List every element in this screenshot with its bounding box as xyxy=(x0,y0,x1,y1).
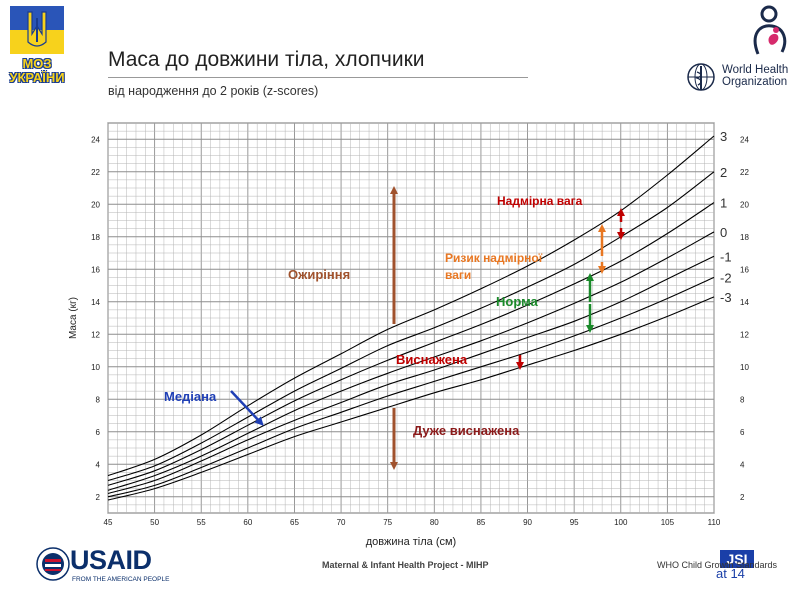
z-score-label: 3 xyxy=(720,129,727,144)
x-tick-label: 65 xyxy=(290,518,299,527)
x-tick-label: 75 xyxy=(383,518,392,527)
y-tick-label-left: 14 xyxy=(91,298,100,307)
z-score-curve--3 xyxy=(107,296,715,501)
x-tick-label: 105 xyxy=(661,518,675,527)
median-label: Медіана xyxy=(164,389,217,404)
svg-text:JSI: JSI xyxy=(726,551,747,567)
moz-logo-text: МОЗ УКРАЇНИ xyxy=(9,56,65,85)
z-score-curve-2 xyxy=(107,171,715,482)
y-tick-label-left: 2 xyxy=(96,493,101,502)
y-tick-label-left: 16 xyxy=(91,265,100,274)
z-score-curve-1 xyxy=(107,202,715,486)
y-tick-label-left: 4 xyxy=(96,460,101,469)
footer-slide-code: at 14 xyxy=(716,566,745,581)
z-score-label: 1 xyxy=(720,196,727,211)
x-tick-label: 95 xyxy=(570,518,579,527)
normal-label: Норма xyxy=(496,294,539,309)
x-tick-label: 60 xyxy=(243,518,252,527)
z-score-curve-3 xyxy=(107,135,715,477)
who-emblem-icon xyxy=(687,63,715,91)
z-score-label: 0 xyxy=(720,225,727,240)
y-tick-label-left: 22 xyxy=(91,168,100,177)
mother-child-icon xyxy=(753,5,787,55)
jsi-logo-icon: JSI xyxy=(720,550,754,568)
usaid-logo-text: USAID xyxy=(70,545,152,575)
risk-label-line-2: ваги xyxy=(445,268,471,282)
z-score-curves: 3 2 1 0 -1 -2 -3 xyxy=(107,129,732,501)
z-score-curve--2 xyxy=(107,276,715,498)
y-tick-label-right: 6 xyxy=(740,428,745,437)
page-subtitle: від народження до 2 років (z-scores) xyxy=(108,84,319,98)
y-tick-label-right: 2 xyxy=(740,493,745,502)
page-title: Маса до довжини тіла, хлопчики xyxy=(108,48,425,71)
y-tick-label-right: 22 xyxy=(740,168,749,177)
x-tick-label: 100 xyxy=(614,518,628,527)
who-logo-text: World Health Organization xyxy=(722,64,788,88)
y-tick-label-left: 10 xyxy=(91,363,100,372)
x-axis-label: довжина тіла (см) xyxy=(366,536,456,548)
y-tick-label-left: 8 xyxy=(96,395,101,404)
y-tick-label-left: 6 xyxy=(96,428,101,437)
y-tick-label-right: 10 xyxy=(740,363,749,372)
y-tick-label-right: 4 xyxy=(740,460,745,469)
y-tick-label-left: 20 xyxy=(91,200,100,209)
y-tick-label-right: 16 xyxy=(740,265,749,274)
y-tick-label-right: 18 xyxy=(740,233,749,242)
z-score-curve-0 xyxy=(107,231,715,491)
y-tick-label-left: 12 xyxy=(91,330,100,339)
y-tick-label-right: 20 xyxy=(740,200,749,209)
x-tick-label: 55 xyxy=(197,518,206,527)
who-line-1: World Health xyxy=(722,64,789,76)
z-score-curve--1 xyxy=(107,255,715,495)
x-tick-label: 45 xyxy=(104,518,113,527)
median-arrow xyxy=(230,390,264,426)
footer-project-name: Maternal & Infant Health Project - MIHP xyxy=(322,560,489,570)
y-axis-label: Маса (кг) xyxy=(68,297,79,339)
x-tick-label: 50 xyxy=(150,518,159,527)
x-tick-label: 90 xyxy=(523,518,532,527)
x-tick-label: 110 xyxy=(708,518,721,527)
y-tick-label-right: 24 xyxy=(740,135,749,144)
footer-standards-text: WHO Child Growth Standards xyxy=(657,560,778,570)
z-score-label: -1 xyxy=(720,249,732,264)
grid-lines xyxy=(107,122,715,514)
x-tick-label: 85 xyxy=(476,518,485,527)
overweight-label: Надмірна вага xyxy=(497,194,583,208)
who-line-2: Organization xyxy=(722,76,788,88)
z-score-label: 2 xyxy=(720,165,727,180)
severely-wasted-label: Дуже виснажена xyxy=(413,423,520,438)
risk-label-line-1: Ризик надмірної xyxy=(445,251,543,265)
y-tick-label-right: 8 xyxy=(740,395,745,404)
x-tick-label: 70 xyxy=(337,518,346,527)
usaid-seal-icon xyxy=(36,547,70,581)
ukraine-flag-emblem xyxy=(10,6,64,54)
title-divider xyxy=(108,77,528,78)
obesity-label: Ожиріння xyxy=(288,267,350,282)
z-score-label: -3 xyxy=(720,290,732,305)
y-tick-label-left: 24 xyxy=(91,135,100,144)
z-score-label: -2 xyxy=(720,270,732,285)
wasted-label: Виснажена xyxy=(396,352,468,367)
y-tick-label-right: 12 xyxy=(740,330,749,339)
y-tick-label-right: 14 xyxy=(740,298,749,307)
x-tick-label: 80 xyxy=(430,518,439,527)
usaid-tagline: FROM THE AMERICAN PEOPLE xyxy=(72,576,170,583)
y-tick-label-left: 18 xyxy=(91,233,100,242)
